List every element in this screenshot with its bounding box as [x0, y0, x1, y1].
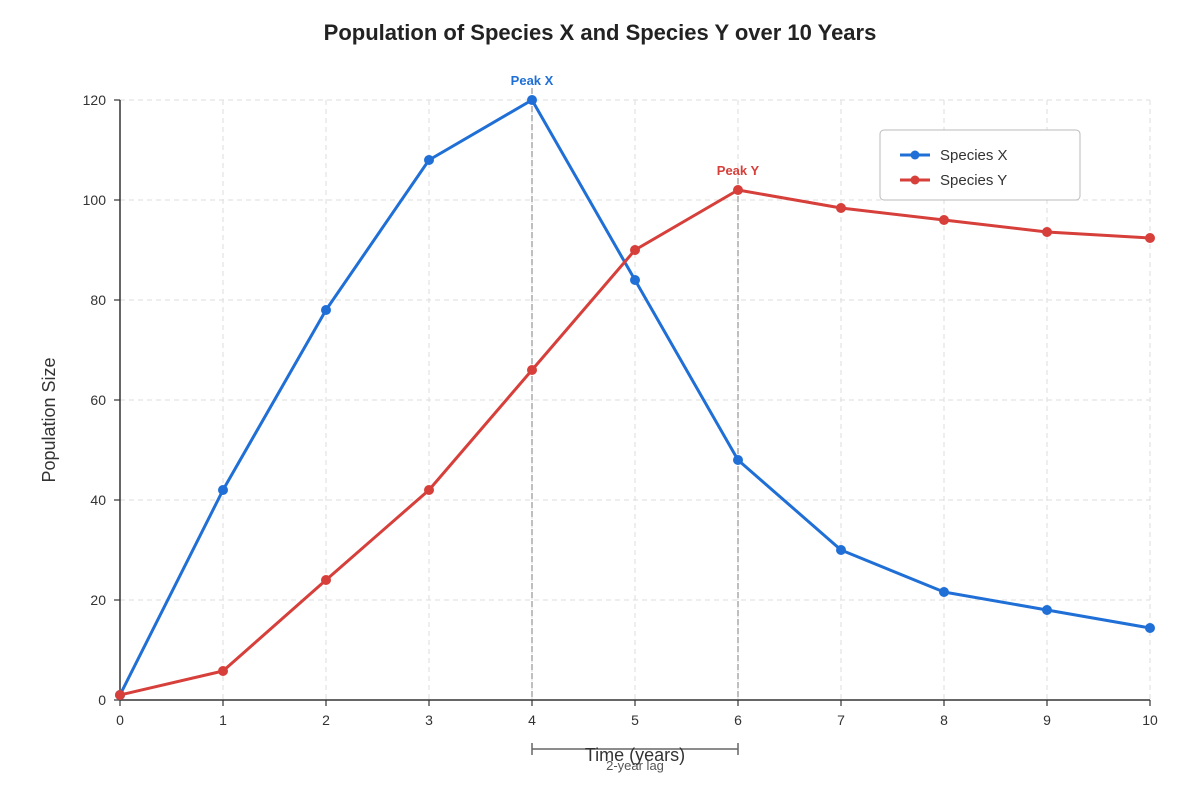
data-point — [218, 666, 228, 676]
y-tick-label: 0 — [98, 692, 106, 708]
x-tick-label: 9 — [1043, 712, 1051, 728]
data-point — [1042, 227, 1052, 237]
data-point — [321, 575, 331, 585]
data-point — [115, 690, 125, 700]
data-point — [424, 485, 434, 495]
x-tick-label: 1 — [219, 712, 227, 728]
legend: Species X Species Y — [879, 129, 1081, 201]
legend-label: Species Y — [940, 172, 1007, 189]
data-point — [630, 245, 640, 255]
chart-title: Population of Species X and Species Y ov… — [324, 20, 877, 45]
annotations: Peak X Peak Y 2-year lag — [511, 73, 760, 773]
y-tick-label: 60 — [90, 392, 106, 408]
x-axis-label: Time (years) — [585, 745, 685, 765]
peak-annotation: Peak X — [511, 73, 554, 88]
data-point — [218, 485, 228, 495]
legend-label: Species X — [940, 147, 1008, 164]
data-point — [836, 545, 846, 555]
lag-label: 2-year lag — [606, 758, 664, 773]
data-point — [527, 365, 537, 375]
x-tick-label: 3 — [425, 712, 433, 728]
x-tick-label: 2 — [322, 712, 330, 728]
y-tick-label: 40 — [90, 492, 106, 508]
y-tick-label: 100 — [83, 192, 107, 208]
data-point — [1145, 623, 1155, 633]
data-point — [1145, 233, 1155, 243]
data-point — [733, 455, 743, 465]
y-tick-label: 80 — [90, 292, 106, 308]
legend-swatch-marker — [910, 150, 920, 160]
peak-annotation: Peak Y — [717, 163, 760, 178]
y-tick-label: 20 — [90, 592, 106, 608]
legend-box — [879, 129, 1081, 201]
x-tick-label: 4 — [528, 712, 536, 728]
peak-reference-lines — [531, 88, 739, 700]
data-point — [321, 305, 331, 315]
data-point — [424, 155, 434, 165]
legend-swatch-marker — [910, 175, 920, 185]
y-tick-label: 120 — [83, 92, 107, 108]
x-tick-label: 6 — [734, 712, 742, 728]
data-point — [630, 275, 640, 285]
x-tick-label: 8 — [940, 712, 948, 728]
x-tick-label: 5 — [631, 712, 639, 728]
x-tick-label: 10 — [1142, 712, 1158, 728]
series-lines — [115, 95, 1155, 700]
x-tick-label: 7 — [837, 712, 845, 728]
data-point — [939, 587, 949, 597]
data-point — [733, 185, 743, 195]
y-axis-label: Population Size — [39, 357, 59, 482]
data-point — [1042, 605, 1052, 615]
data-point — [527, 95, 537, 105]
data-point — [939, 215, 949, 225]
x-tick-label: 0 — [116, 712, 124, 728]
data-point — [836, 203, 846, 213]
